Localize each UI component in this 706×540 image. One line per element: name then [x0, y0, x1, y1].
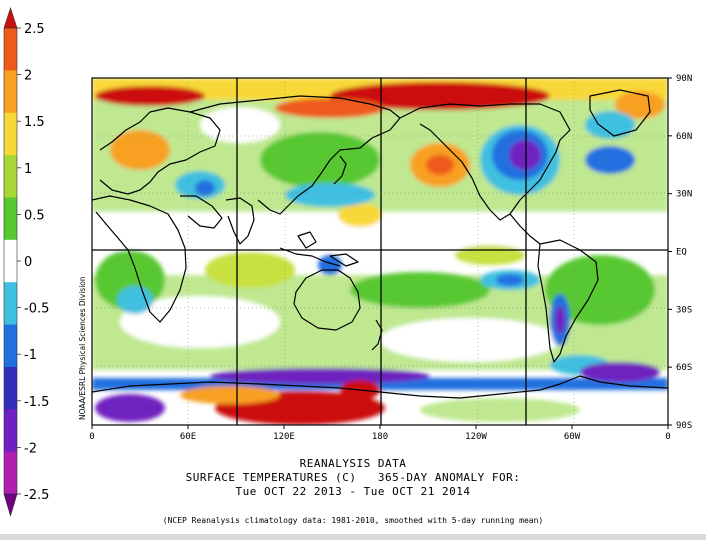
- caption-date-range: Tue OCT 22 2013 - Tue OCT 21 2014: [235, 485, 471, 498]
- colorbar-top-arrow: [3, 7, 18, 29]
- lat-label: 60N: [676, 132, 692, 142]
- colorbar-label: -2: [24, 441, 37, 456]
- colorbar: 2.5 2 1.5 1 0.5 0 -0.5 -1 -1.5 -2 -2.5: [3, 7, 49, 518]
- lat-label: 60S: [676, 363, 692, 373]
- greenland: [589, 89, 651, 137]
- arctic-red-east: [330, 82, 550, 110]
- antarctic-orange: [180, 386, 280, 404]
- asia-north-coast: [189, 95, 401, 119]
- colorbar-label: 2.5: [24, 22, 45, 37]
- colorbar-swatch: [4, 451, 17, 495]
- s-atlantic-cyan: [117, 286, 153, 314]
- europe-white: [200, 107, 280, 143]
- s-pacific-green: [350, 272, 490, 308]
- colorbar-label: -1.5: [24, 395, 49, 410]
- europe-coast: [99, 107, 221, 195]
- lon-label: 120E: [273, 432, 295, 442]
- asia-east-coast: [257, 117, 401, 215]
- colorbar-swatch: [4, 409, 17, 453]
- arctic-red-west: [95, 86, 205, 106]
- mideast-blue: [195, 180, 215, 196]
- s-atlantic-green: [545, 255, 655, 325]
- lat-labels: 90N 60N 30N EQ 30S 60S 90S: [676, 74, 692, 431]
- greenland-orange: [615, 91, 665, 119]
- sa-coast: [537, 239, 599, 363]
- africa-coast: [92, 195, 187, 323]
- colorbar-label: 1.5: [24, 115, 45, 130]
- lon-labels: 0 60E 120E 180 120W 60W 0: [89, 432, 670, 442]
- n-pacific-red: [426, 155, 454, 175]
- australia-coast: [293, 269, 361, 331]
- colorbar-swatch: [4, 324, 17, 368]
- colorbar-label: 0.5: [24, 208, 45, 223]
- antarctic-purple-east: [580, 362, 660, 382]
- colorbar-swatch: [4, 155, 17, 198]
- na-purple: [509, 140, 541, 170]
- colorbar-label: -1: [24, 348, 37, 363]
- dotted-grid: [92, 78, 668, 425]
- lon-label: 60W: [564, 432, 581, 442]
- chile-purple: [555, 306, 565, 334]
- caption-title: REANALYSIS DATA: [299, 457, 407, 470]
- asia-green: [260, 132, 380, 188]
- japan: [333, 155, 347, 185]
- colorbar-swatch: [4, 28, 17, 71]
- colorbar-label: -2.5: [24, 488, 49, 503]
- antarctic-purple-west: [95, 394, 165, 422]
- europe-orange: [110, 130, 170, 170]
- borneo: [297, 231, 317, 249]
- antarctica-coast: [92, 375, 668, 399]
- n-atlantic-blue: [585, 146, 635, 174]
- colorbar-label: 1: [24, 162, 32, 177]
- indian-yellowgreen: [205, 252, 295, 288]
- india-coast: [225, 197, 255, 245]
- s-pacific-white: [380, 318, 560, 362]
- colorbar-swatch: [4, 112, 17, 156]
- indonesia: [279, 247, 341, 267]
- lon-label: 60E: [180, 432, 196, 442]
- colorbar-swatch: [4, 366, 17, 410]
- tick-marks: [91, 77, 672, 429]
- lon-label: 180: [372, 432, 388, 442]
- se-pacific-blue: [496, 274, 524, 286]
- lat-label: 90S: [676, 421, 692, 431]
- lon-label: 0: [89, 432, 94, 442]
- credit-text: NOAA/ESRL Physical Sciences Division: [78, 276, 87, 420]
- colorbar-swatch: [4, 282, 17, 326]
- new-guinea: [329, 253, 359, 267]
- antarctic-green: [420, 398, 580, 422]
- new-zealand: [371, 319, 383, 351]
- lat-label: 90N: [676, 74, 692, 84]
- colorbar-swatch: [4, 197, 17, 241]
- colorbar-swatch: [4, 239, 17, 283]
- colorbar-label: -0.5: [24, 302, 49, 317]
- coastlines: [92, 89, 668, 399]
- caption-subtitle: SURFACE TEMPERATURES (C) 365-DAY ANOMALY…: [185, 471, 521, 484]
- lat-label: EQ: [676, 248, 687, 258]
- colorbar-label: 0: [24, 255, 32, 270]
- colorbar-label: 2: [24, 69, 32, 84]
- s-indian-white: [120, 296, 280, 348]
- arabia-coast: [180, 195, 223, 229]
- lat-label: 30N: [676, 190, 692, 200]
- lon-label: 0: [665, 432, 670, 442]
- bottom-rule: [0, 534, 706, 540]
- siberia-orange: [275, 98, 385, 118]
- colorbar-bottom-arrow: [3, 493, 18, 518]
- caption-note: (NCEP Reanalysis climatology data: 1981-…: [162, 516, 544, 525]
- central-america: [509, 213, 541, 245]
- baffin-cyan: [585, 111, 635, 139]
- lon-label: 120W: [465, 432, 487, 442]
- antarctic-purple-band: [210, 368, 430, 384]
- na-coast: [399, 103, 571, 221]
- w-pacific-yellow: [338, 203, 382, 227]
- e-pacific-yellowgreen: [455, 245, 525, 265]
- lat-label: 30S: [676, 305, 692, 315]
- colorbar-swatch: [4, 70, 17, 114]
